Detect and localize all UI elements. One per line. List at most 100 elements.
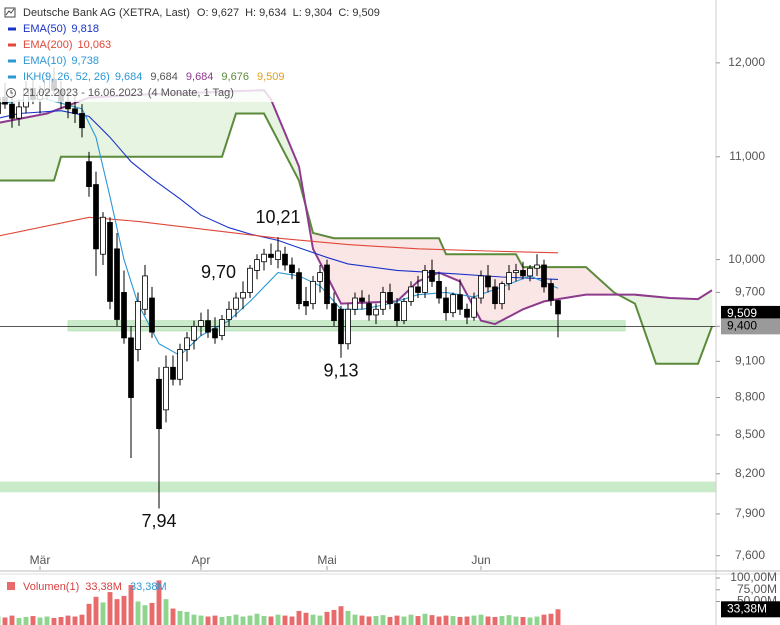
volume-bar bbox=[534, 616, 540, 625]
candle-body bbox=[345, 308, 351, 345]
volume-bar bbox=[23, 617, 29, 625]
volume-bar bbox=[44, 616, 50, 625]
candle-body bbox=[394, 303, 400, 322]
candle-body bbox=[485, 275, 491, 288]
volume-bar bbox=[464, 616, 470, 625]
volume-bar bbox=[373, 616, 379, 625]
volume-bar bbox=[499, 616, 505, 625]
legend-label: IKH(9, 26, 52, 26) bbox=[23, 71, 110, 83]
chart-icon bbox=[4, 7, 16, 18]
volume-bar bbox=[401, 616, 407, 625]
support-zone bbox=[0, 481, 716, 493]
candle-body bbox=[464, 308, 470, 318]
volume-bar bbox=[275, 614, 281, 625]
y-tick-label: 11,000 bbox=[729, 149, 765, 163]
candle-body bbox=[408, 286, 414, 302]
candle-body bbox=[415, 286, 421, 293]
chart-title: Deutsche Bank AG (XETRA, Last) bbox=[23, 7, 190, 19]
header-value: 9,634 bbox=[259, 7, 287, 19]
candle-body bbox=[9, 103, 15, 119]
candle-body bbox=[387, 292, 393, 305]
volume-bar bbox=[163, 599, 169, 625]
volume-bar bbox=[100, 602, 106, 625]
header-key: C: bbox=[338, 7, 349, 19]
annotation: 9,13 bbox=[323, 361, 358, 381]
volume-bar bbox=[555, 609, 561, 625]
volume-bar bbox=[429, 615, 435, 625]
candle-body bbox=[527, 267, 533, 277]
candle-body bbox=[429, 270, 435, 282]
volume-bar bbox=[541, 614, 547, 625]
candle-body bbox=[121, 292, 127, 339]
volume-bar bbox=[16, 617, 22, 625]
volume-bar bbox=[506, 615, 512, 625]
volume-label: Volumen(1) bbox=[23, 581, 79, 593]
volume-bar bbox=[268, 616, 274, 625]
candle-body bbox=[219, 319, 225, 336]
volume-bar bbox=[226, 616, 232, 625]
y-tick-label: 12,000 bbox=[728, 55, 765, 69]
candle-body bbox=[471, 297, 477, 318]
volume-bar bbox=[527, 617, 533, 625]
candle-body bbox=[142, 275, 148, 310]
candle-body bbox=[380, 292, 386, 310]
x-tick-label: Jun bbox=[471, 553, 490, 567]
candle-body bbox=[555, 300, 561, 315]
volume-bar bbox=[51, 617, 57, 625]
volume-bar bbox=[359, 615, 365, 625]
candle-body bbox=[135, 300, 141, 350]
volume-bar bbox=[324, 611, 330, 625]
legend-label: EMA(10) bbox=[23, 55, 66, 67]
chart-icon bbox=[5, 8, 15, 16]
candle-body bbox=[366, 303, 372, 316]
candle-body bbox=[226, 308, 232, 320]
volume-bar bbox=[282, 615, 288, 625]
candle-body bbox=[86, 161, 92, 187]
legend-label: EMA(200) bbox=[23, 39, 73, 51]
clock-icon bbox=[6, 88, 16, 98]
candle-body bbox=[492, 286, 498, 305]
volume-bar bbox=[296, 610, 302, 625]
indicator-line bbox=[0, 97, 559, 357]
volume-bar bbox=[443, 615, 449, 625]
volume-bar bbox=[9, 615, 15, 625]
volume-bar bbox=[184, 611, 190, 625]
annotation: 10,21 bbox=[255, 207, 300, 227]
y-tick-label: 7,900 bbox=[735, 506, 765, 520]
candle-body bbox=[499, 283, 505, 305]
candle-body bbox=[422, 270, 428, 293]
price-marker-label: 9,509 bbox=[727, 306, 757, 320]
volume-bar bbox=[366, 616, 372, 625]
volume-bar bbox=[114, 599, 120, 625]
legend-swatch bbox=[8, 27, 16, 31]
indicator-line bbox=[0, 112, 713, 365]
candle-body bbox=[310, 280, 316, 305]
volume-bar bbox=[156, 580, 162, 625]
volume-marker bbox=[721, 601, 780, 618]
volume-bar bbox=[37, 617, 43, 625]
volume-bar bbox=[317, 615, 323, 625]
legend-swatch bbox=[8, 43, 16, 47]
x-tick-label: Mai bbox=[317, 553, 336, 567]
volume-bar bbox=[513, 616, 519, 625]
y-tick-label: 8,500 bbox=[735, 427, 765, 441]
candle-body bbox=[541, 264, 547, 288]
candle-body bbox=[79, 113, 85, 129]
volume-bar bbox=[149, 602, 155, 625]
legend-value: 9,684 bbox=[115, 71, 143, 83]
volume-bar bbox=[254, 613, 260, 625]
legend-value: 9,684 bbox=[150, 71, 178, 83]
volume-legend-value: 33,38M bbox=[130, 581, 167, 593]
cloud-fill bbox=[710, 289, 713, 332]
candle-body bbox=[352, 297, 358, 310]
candle-body bbox=[240, 292, 246, 299]
legend-value: 9,738 bbox=[71, 55, 99, 67]
volume-bar bbox=[240, 616, 246, 625]
candle-body bbox=[359, 297, 365, 302]
volume-bar bbox=[338, 606, 344, 625]
volume-bar bbox=[303, 612, 309, 625]
volume-bar bbox=[450, 616, 456, 625]
candle-body bbox=[450, 294, 456, 314]
